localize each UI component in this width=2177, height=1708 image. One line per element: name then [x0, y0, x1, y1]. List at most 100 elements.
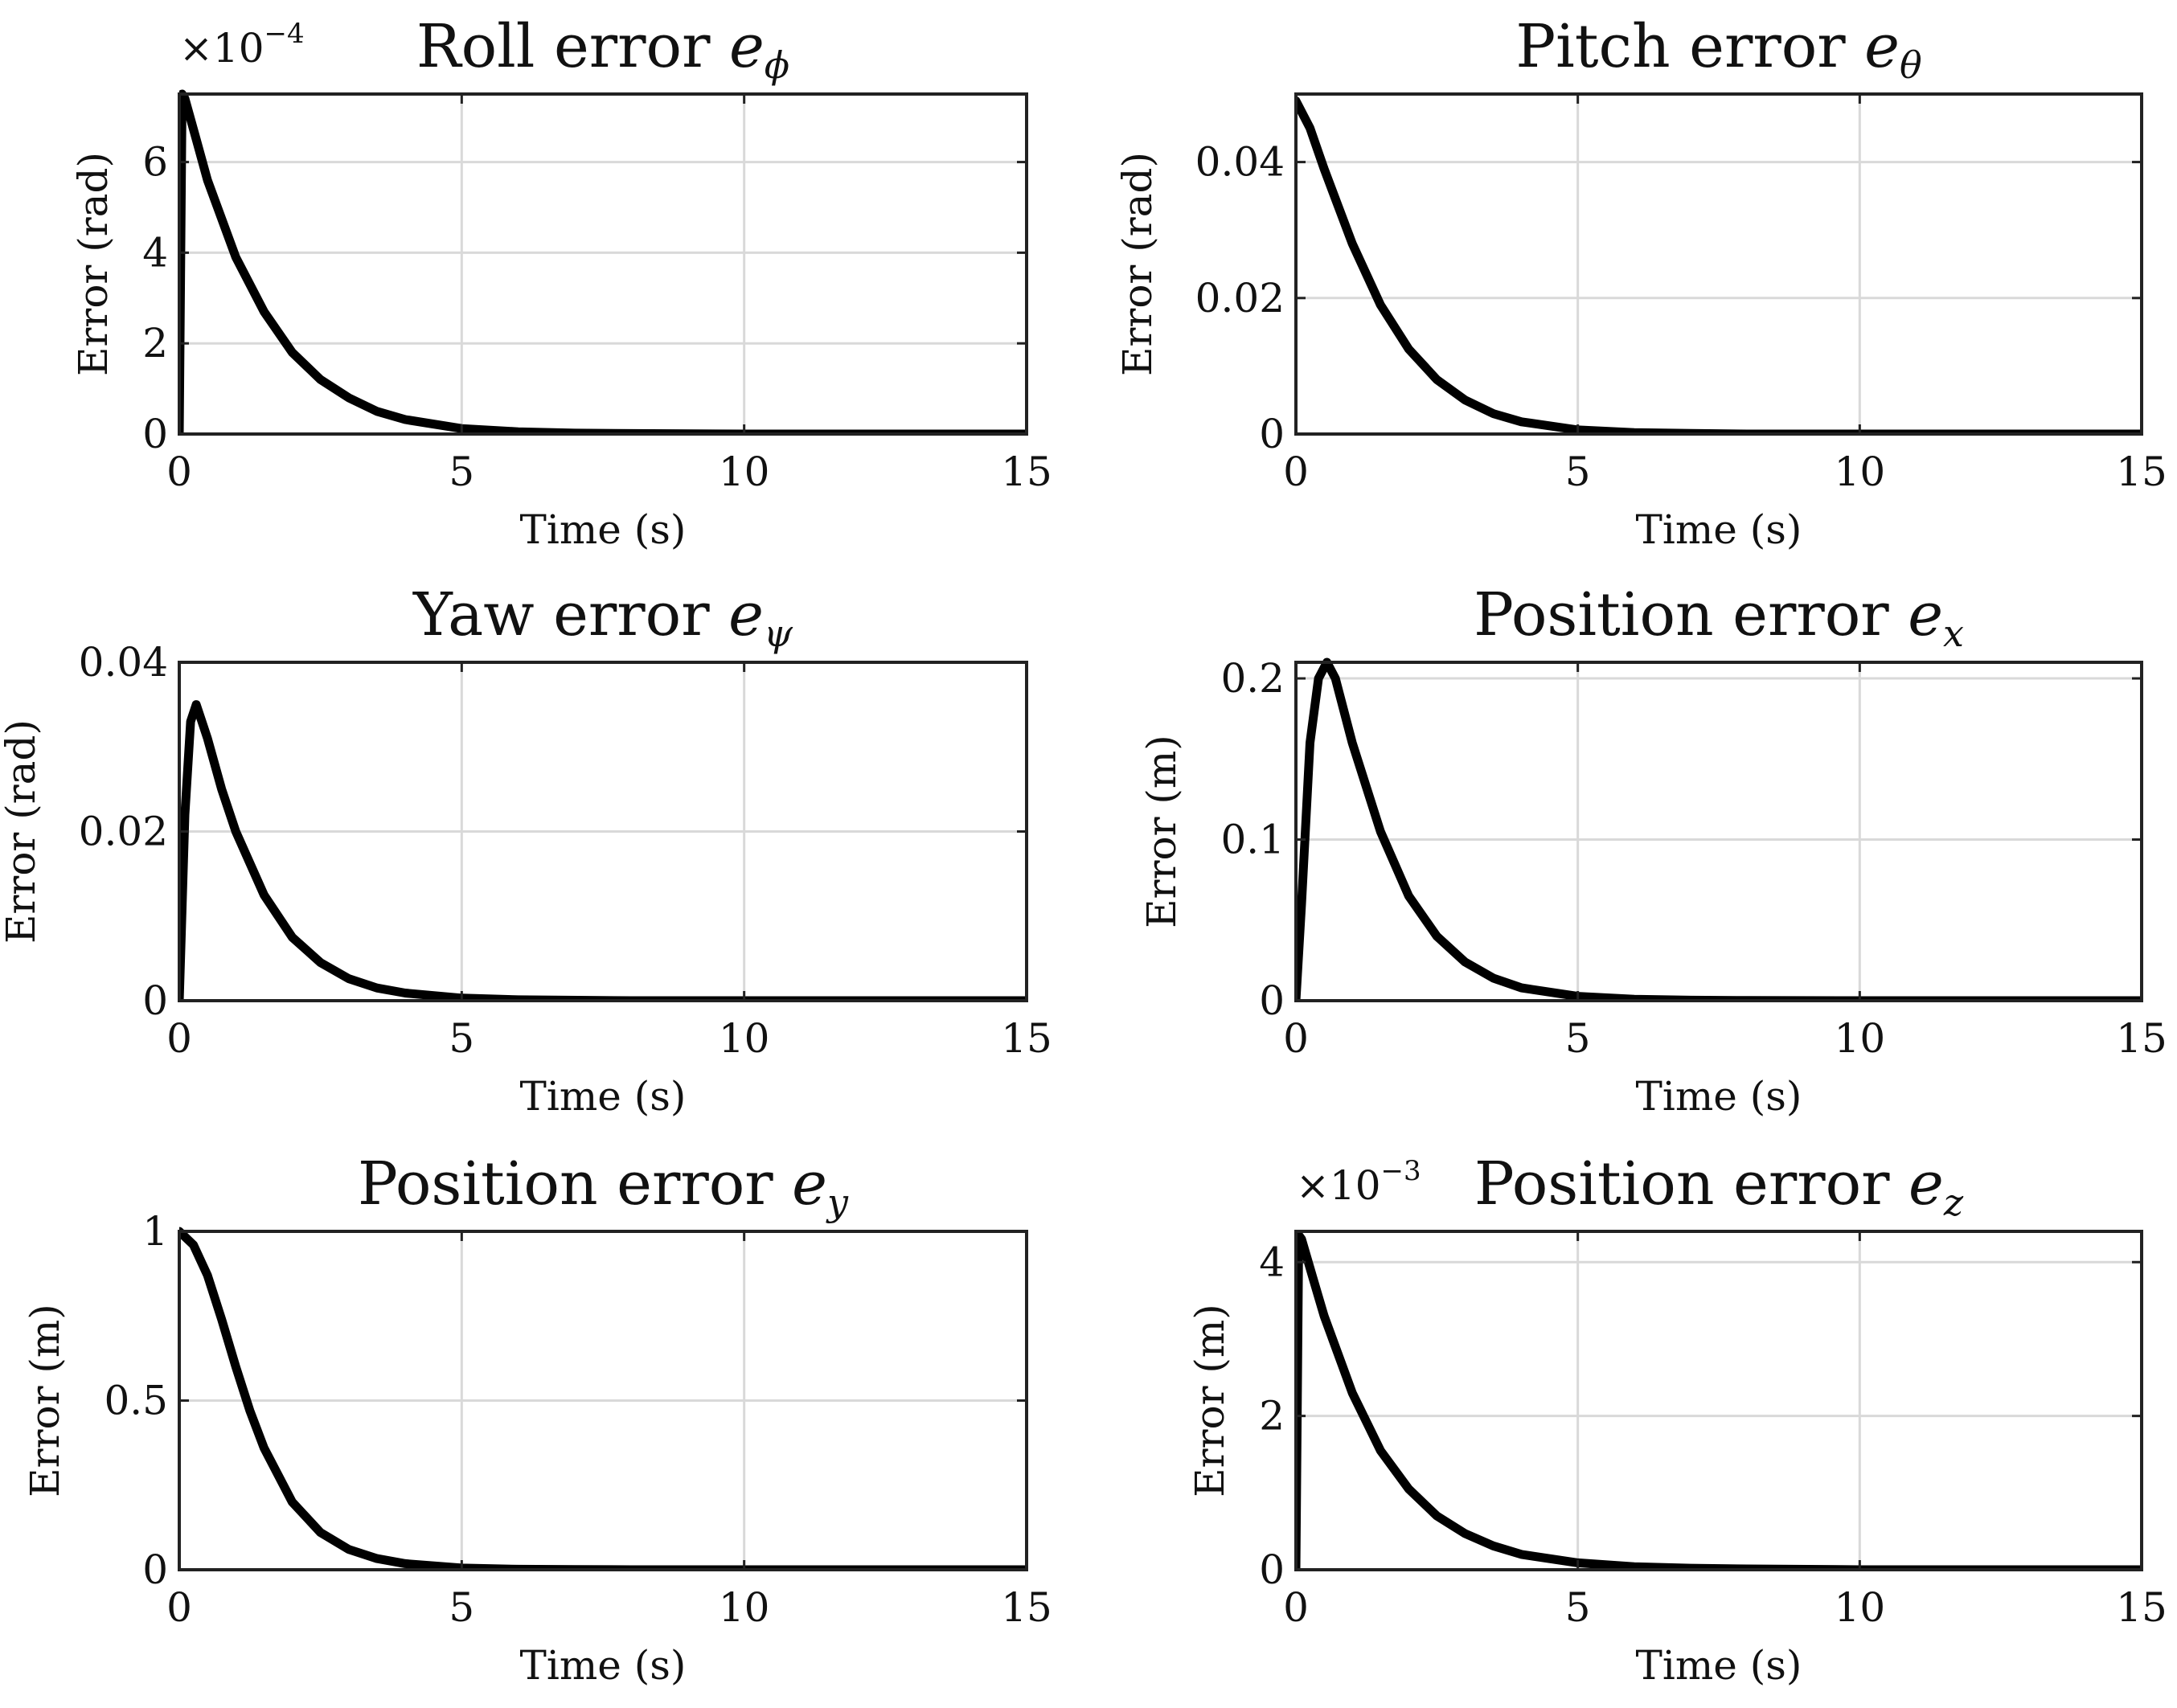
y-tick-label: 6	[142, 139, 168, 186]
axes-frame	[178, 92, 1028, 436]
x-axis-label: Time (s)	[1636, 506, 1802, 553]
chart-title-subscript: y	[826, 1181, 849, 1224]
x-tick-label: 15	[1001, 449, 1052, 495]
x-tick-label: 15	[2116, 1015, 2167, 1062]
x-tick-label: 10	[1835, 1015, 1886, 1062]
y-axis-label: Error (rad)	[0, 719, 44, 944]
y-tick-label: 2	[142, 320, 168, 367]
x-tick-label: 10	[719, 449, 770, 495]
y-tick-label: 0.02	[79, 809, 168, 855]
x-tick-label: 10	[1835, 1584, 1886, 1631]
chart-title-symbol: e	[1908, 1149, 1944, 1219]
chart-title: Position error ex	[1474, 580, 1964, 655]
series-line	[179, 700, 1027, 1001]
chart-title-symbol: e	[792, 1149, 827, 1219]
axis-multiplier: ×10−3	[1296, 1155, 1421, 1209]
axes-frame	[1294, 661, 2143, 1002]
chart-title: Pitch error eθ	[1515, 12, 1921, 87]
y-tick-label: 0	[1259, 411, 1285, 457]
chart-title: Position error ey	[358, 1149, 849, 1224]
subplot-3: 0 5 10 15 0 0.02 0.04 Time (s) Error (rad) Yaw er…	[0, 580, 1052, 1120]
y-tick-label: 0	[1259, 977, 1285, 1024]
x-tick-label: 5	[1565, 449, 1591, 495]
x-tick-label: 15	[1001, 1584, 1052, 1631]
y-axis-label: Error (m)	[1138, 735, 1185, 928]
x-tick-label: 10	[719, 1584, 770, 1631]
chart-title: Position error ez	[1474, 1149, 1964, 1224]
chart-title-text: Roll error	[416, 12, 729, 81]
y-tick-label: 0	[142, 411, 168, 457]
x-tick-label: 5	[449, 1015, 474, 1062]
x-tick-label: 0	[166, 1584, 192, 1631]
x-tick-label: 0	[1283, 1015, 1309, 1062]
y-tick-label: 2	[1259, 1393, 1285, 1440]
chart-title-subscript: ψ	[764, 612, 793, 655]
axes-frame	[1294, 92, 2143, 436]
x-axis-label: Time (s)	[520, 506, 687, 553]
series-line	[1296, 96, 2142, 434]
subplot-6: 0 5 10 15 0 2 4 Time (s) Error (m) Position error…	[1187, 1149, 2167, 1689]
axis-multiplier-base: ×10	[1296, 1162, 1381, 1209]
x-axis-label: Time (s)	[1636, 1642, 1802, 1689]
axis-multiplier: ×10−4	[179, 18, 305, 72]
x-axis-label: Time (s)	[520, 1642, 687, 1689]
x-tick-label: 0	[1283, 1584, 1309, 1631]
x-tick-label: 15	[2116, 1584, 2167, 1631]
plot-area	[1296, 662, 2142, 1001]
y-tick-label: 0	[142, 1546, 168, 1593]
x-tick-label: 15	[1001, 1015, 1052, 1062]
x-tick-label: 5	[1565, 1584, 1591, 1631]
y-axis-label: Error (m)	[22, 1304, 68, 1497]
chart-title-symbol: e	[728, 580, 764, 649]
chart-title: Roll error eϕ	[416, 12, 789, 87]
y-tick-label: 0.04	[79, 639, 168, 686]
x-tick-label: 5	[449, 449, 474, 495]
chart-title-text: Position error	[1474, 580, 1908, 649]
chart-title-symbol: e	[729, 12, 765, 81]
plot-area	[179, 94, 1027, 434]
y-axis-label: Error (rad)	[70, 152, 117, 376]
x-tick-label: 10	[719, 1015, 770, 1062]
subplot-2: 0 5 10 15 0 0.02 0.04 Time (s) Error (rad) Pitch …	[1114, 12, 2167, 553]
axis-multiplier-exponent: −4	[264, 18, 305, 50]
x-tick-label: 5	[1565, 1015, 1591, 1062]
x-tick-label: 0	[166, 1015, 192, 1062]
y-tick-label: 0.04	[1195, 139, 1285, 186]
y-tick-label: 4	[142, 229, 168, 276]
chart-title-subscript: θ	[1900, 43, 1922, 87]
chart-title-symbol: e	[1908, 580, 1943, 649]
chart-title-subscript: x	[1943, 612, 1964, 655]
x-tick-label: 15	[2116, 449, 2167, 495]
y-axis-label: Error (rad)	[1114, 152, 1161, 376]
series-line	[179, 1227, 1027, 1570]
y-axis-label: Error (m)	[1187, 1304, 1233, 1497]
x-tick-label: 0	[1283, 449, 1309, 495]
subplot-4: 0 5 10 15 0 0.1 0.2 Time (s) Error (m) Position e…	[1138, 580, 2167, 1120]
y-tick-label: 0.5	[104, 1378, 168, 1424]
chart-title-subscript: z	[1943, 1181, 1964, 1224]
subplot-5: 0 5 10 15 0 0.5 1 Time (s) Error (m) Position err…	[22, 1149, 1052, 1689]
chart-title-subscript: ϕ	[765, 43, 789, 87]
axis-multiplier-exponent: −3	[1381, 1155, 1421, 1187]
x-tick-label: 0	[166, 449, 192, 495]
y-tick-label: 0.2	[1220, 655, 1285, 702]
subplot-1: 0 5 10 15 0 2 4 6 Time (s) Error (rad) Roll error …	[70, 12, 1052, 553]
x-tick-label: 5	[449, 1584, 474, 1631]
plot-area	[1296, 1231, 2142, 1570]
y-tick-label: 0.1	[1220, 817, 1285, 863]
y-tick-label: 1	[142, 1208, 168, 1255]
x-axis-label: Time (s)	[520, 1073, 687, 1120]
chart-title: Yaw error eψ	[412, 580, 793, 655]
chart-title-text: Position error	[358, 1149, 792, 1219]
chart-title-text: Pitch error	[1515, 12, 1864, 81]
chart-title-symbol: e	[1864, 12, 1900, 81]
plot-area	[1296, 94, 2142, 434]
chart-title-text: Position error	[1474, 1149, 1908, 1219]
y-tick-label: 4	[1259, 1239, 1285, 1285]
axis-multiplier-base: ×10	[179, 25, 264, 72]
y-tick-label: 0	[142, 977, 168, 1024]
x-tick-label: 10	[1835, 449, 1886, 495]
axes-frame	[1294, 1230, 2143, 1571]
y-tick-label: 0	[1259, 1546, 1285, 1593]
